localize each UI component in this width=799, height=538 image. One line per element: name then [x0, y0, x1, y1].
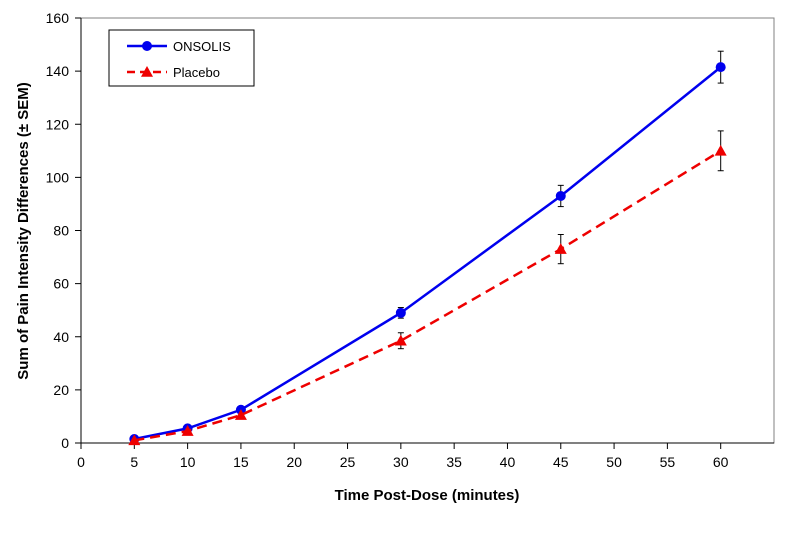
- x-tick-label: 5: [130, 454, 138, 470]
- y-axis: 0 20 40 60 80 100 120 140 160: [46, 10, 82, 451]
- series-onsolis: [129, 50, 726, 445]
- y-tick-label: 60: [53, 276, 69, 292]
- y-tick-label: 80: [53, 223, 69, 239]
- x-tick-label: 25: [340, 454, 356, 470]
- y-tick-label: 20: [53, 382, 69, 398]
- y-tick-label: 120: [46, 116, 70, 132]
- x-tick-label: 15: [233, 454, 249, 470]
- x-tick-label: 0: [77, 454, 85, 470]
- data-point: [715, 62, 726, 73]
- y-tick-label: 100: [46, 169, 70, 185]
- x-tick-label: 20: [286, 454, 302, 470]
- data-point: [394, 334, 407, 346]
- legend-label: ONSOLIS: [173, 39, 231, 54]
- x-axis: 0 5 10 15 20 25 30 35 40 45 50 55 60: [77, 442, 774, 470]
- y-tick-label: 40: [53, 329, 69, 345]
- legend-marker: [141, 66, 153, 77]
- x-tick-label: 40: [500, 454, 516, 470]
- data-point: [554, 243, 567, 254]
- y-tick-label: 160: [46, 10, 70, 26]
- x-tick-label: 30: [393, 454, 409, 470]
- y-axis-title: Sum of Pain Intensity Differences (± SEM…: [15, 82, 32, 379]
- data-point: [181, 425, 194, 436]
- data-point: [234, 409, 247, 420]
- legend-marker: [142, 41, 152, 51]
- data-point: [555, 190, 566, 201]
- x-tick-label: 55: [660, 454, 676, 470]
- series-layer: [128, 50, 727, 446]
- x-tick-label: 60: [713, 454, 729, 470]
- series-line: [134, 149, 722, 442]
- y-tick-label: 0: [61, 435, 69, 451]
- legend-label: Placebo: [173, 65, 220, 80]
- x-tick-label: 50: [606, 454, 622, 470]
- data-point: [714, 144, 727, 156]
- data-point: [395, 307, 406, 318]
- x-axis-title: Time Post-Dose (minutes): [335, 487, 520, 504]
- series-placebo: [128, 130, 727, 446]
- x-tick-label: 45: [553, 454, 569, 470]
- series-line: [134, 66, 722, 441]
- legend-box: [108, 29, 255, 87]
- x-tick-label: 10: [180, 454, 196, 470]
- y-tick-label: 140: [46, 63, 70, 79]
- legend: ONSOLIS Placebo: [108, 29, 255, 87]
- x-tick-label: 35: [446, 454, 462, 470]
- data-point: [128, 434, 141, 446]
